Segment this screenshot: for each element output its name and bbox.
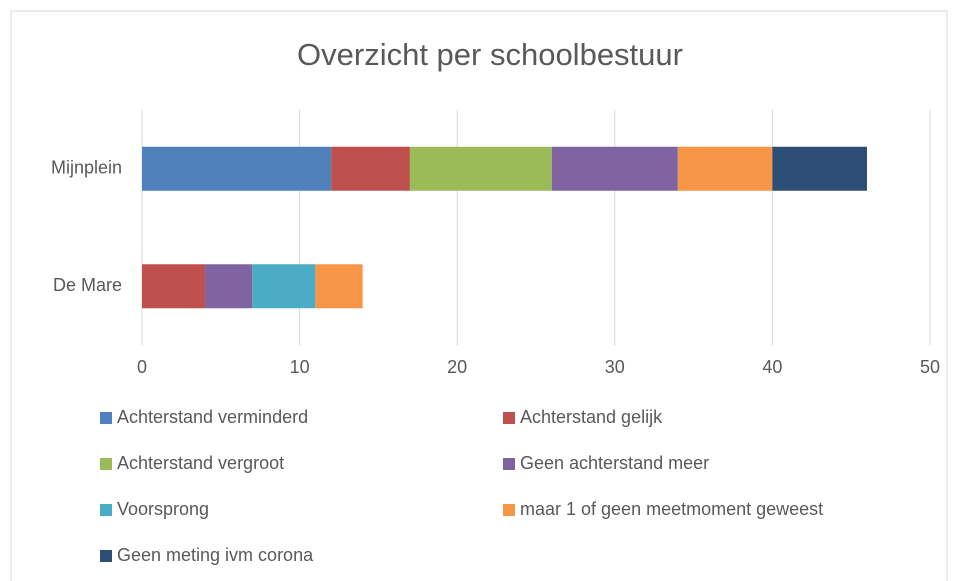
legend-label: Achterstand vergroot	[117, 453, 284, 473]
legend-swatch	[100, 550, 112, 562]
legend-label: Achterstand gelijk	[520, 407, 663, 427]
legend-swatch	[100, 458, 112, 470]
x-tick-label: 30	[605, 357, 625, 377]
y-tick-label: De Mare	[53, 275, 122, 295]
bar-segment	[331, 146, 410, 191]
legend-swatch	[100, 412, 112, 424]
legend-label: Geen meting ivm corona	[117, 545, 314, 565]
legend-swatch	[503, 412, 515, 424]
legend-label: maar 1 of geen meetmoment geweest	[520, 499, 823, 519]
x-tick-label: 40	[762, 357, 782, 377]
y-tick-label: Mijnplein	[51, 158, 122, 178]
x-tick-label: 50	[920, 357, 940, 377]
bar-segment	[252, 264, 316, 309]
legend-label: Geen achterstand meer	[520, 453, 709, 473]
legend-label: Voorsprong	[117, 499, 209, 519]
x-tick-label: 0	[137, 357, 147, 377]
bar-segment	[142, 264, 206, 309]
x-tick-label: 20	[447, 357, 467, 377]
chart-title: Overzicht per schoolbestuur	[297, 37, 683, 72]
bar-segment	[315, 264, 363, 309]
bar-segment	[205, 264, 253, 309]
legend-swatch	[100, 504, 112, 516]
bar-segment	[142, 146, 332, 191]
bar-segment	[772, 146, 867, 191]
bar-segment	[551, 146, 678, 191]
bar-segment	[677, 146, 773, 191]
x-tick-label: 10	[290, 357, 310, 377]
legend-label: Achterstand verminderd	[117, 407, 308, 427]
legend-swatch	[503, 504, 515, 516]
legend-swatch	[503, 458, 515, 470]
bar-segment	[409, 146, 552, 191]
